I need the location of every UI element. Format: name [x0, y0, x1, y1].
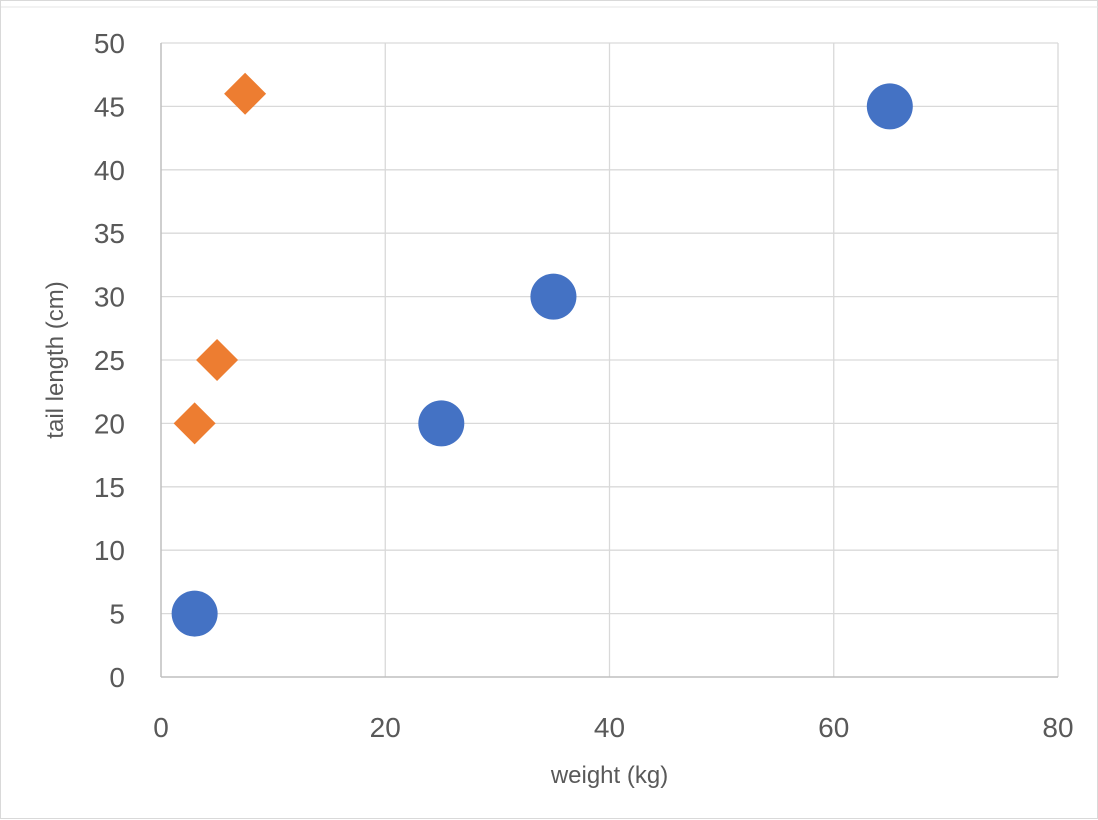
circle-point-1: [171, 590, 218, 637]
data-points: [171, 72, 913, 637]
y-tick-label-50: 50: [94, 28, 125, 59]
x-tick-labels: 0 20 40 60 80: [153, 712, 1073, 743]
x-axis-title: weight (kg): [550, 762, 668, 789]
circle-point-2: [418, 400, 465, 447]
diamond-point-3: [224, 72, 267, 115]
top-ruler: [1, 6, 1098, 8]
x-tick-label-0: 0: [153, 712, 169, 743]
y-tick-label-45: 45: [94, 91, 125, 122]
y-tick-label-5: 5: [109, 599, 125, 630]
x-tick-label-80: 80: [1042, 712, 1073, 743]
x-tick-label-20: 20: [370, 712, 401, 743]
gridlines: [161, 42, 1059, 677]
y-axis-title: tail length (cm): [42, 281, 69, 438]
y-tick-label-0: 0: [109, 662, 125, 693]
y-tick-label-40: 40: [94, 155, 125, 186]
x-tick-label-60: 60: [818, 712, 849, 743]
diamond-point-1: [173, 402, 216, 445]
axes: [160, 43, 1058, 678]
y-tick-label-35: 35: [94, 218, 125, 249]
circle-point-4: [866, 83, 913, 130]
y-tick-label-25: 25: [94, 345, 125, 376]
y-tick-labels: 0 5 10 15 20 25 30 35 40 45 50: [94, 28, 125, 693]
y-tick-label-15: 15: [94, 472, 125, 503]
diamond-point-2: [196, 339, 239, 381]
y-tick-label-20: 20: [94, 408, 125, 439]
y-tick-label-10: 10: [94, 535, 125, 566]
x-tick-label-40: 40: [594, 712, 625, 743]
y-tick-label-30: 30: [94, 282, 125, 313]
circle-point-3: [530, 273, 577, 320]
